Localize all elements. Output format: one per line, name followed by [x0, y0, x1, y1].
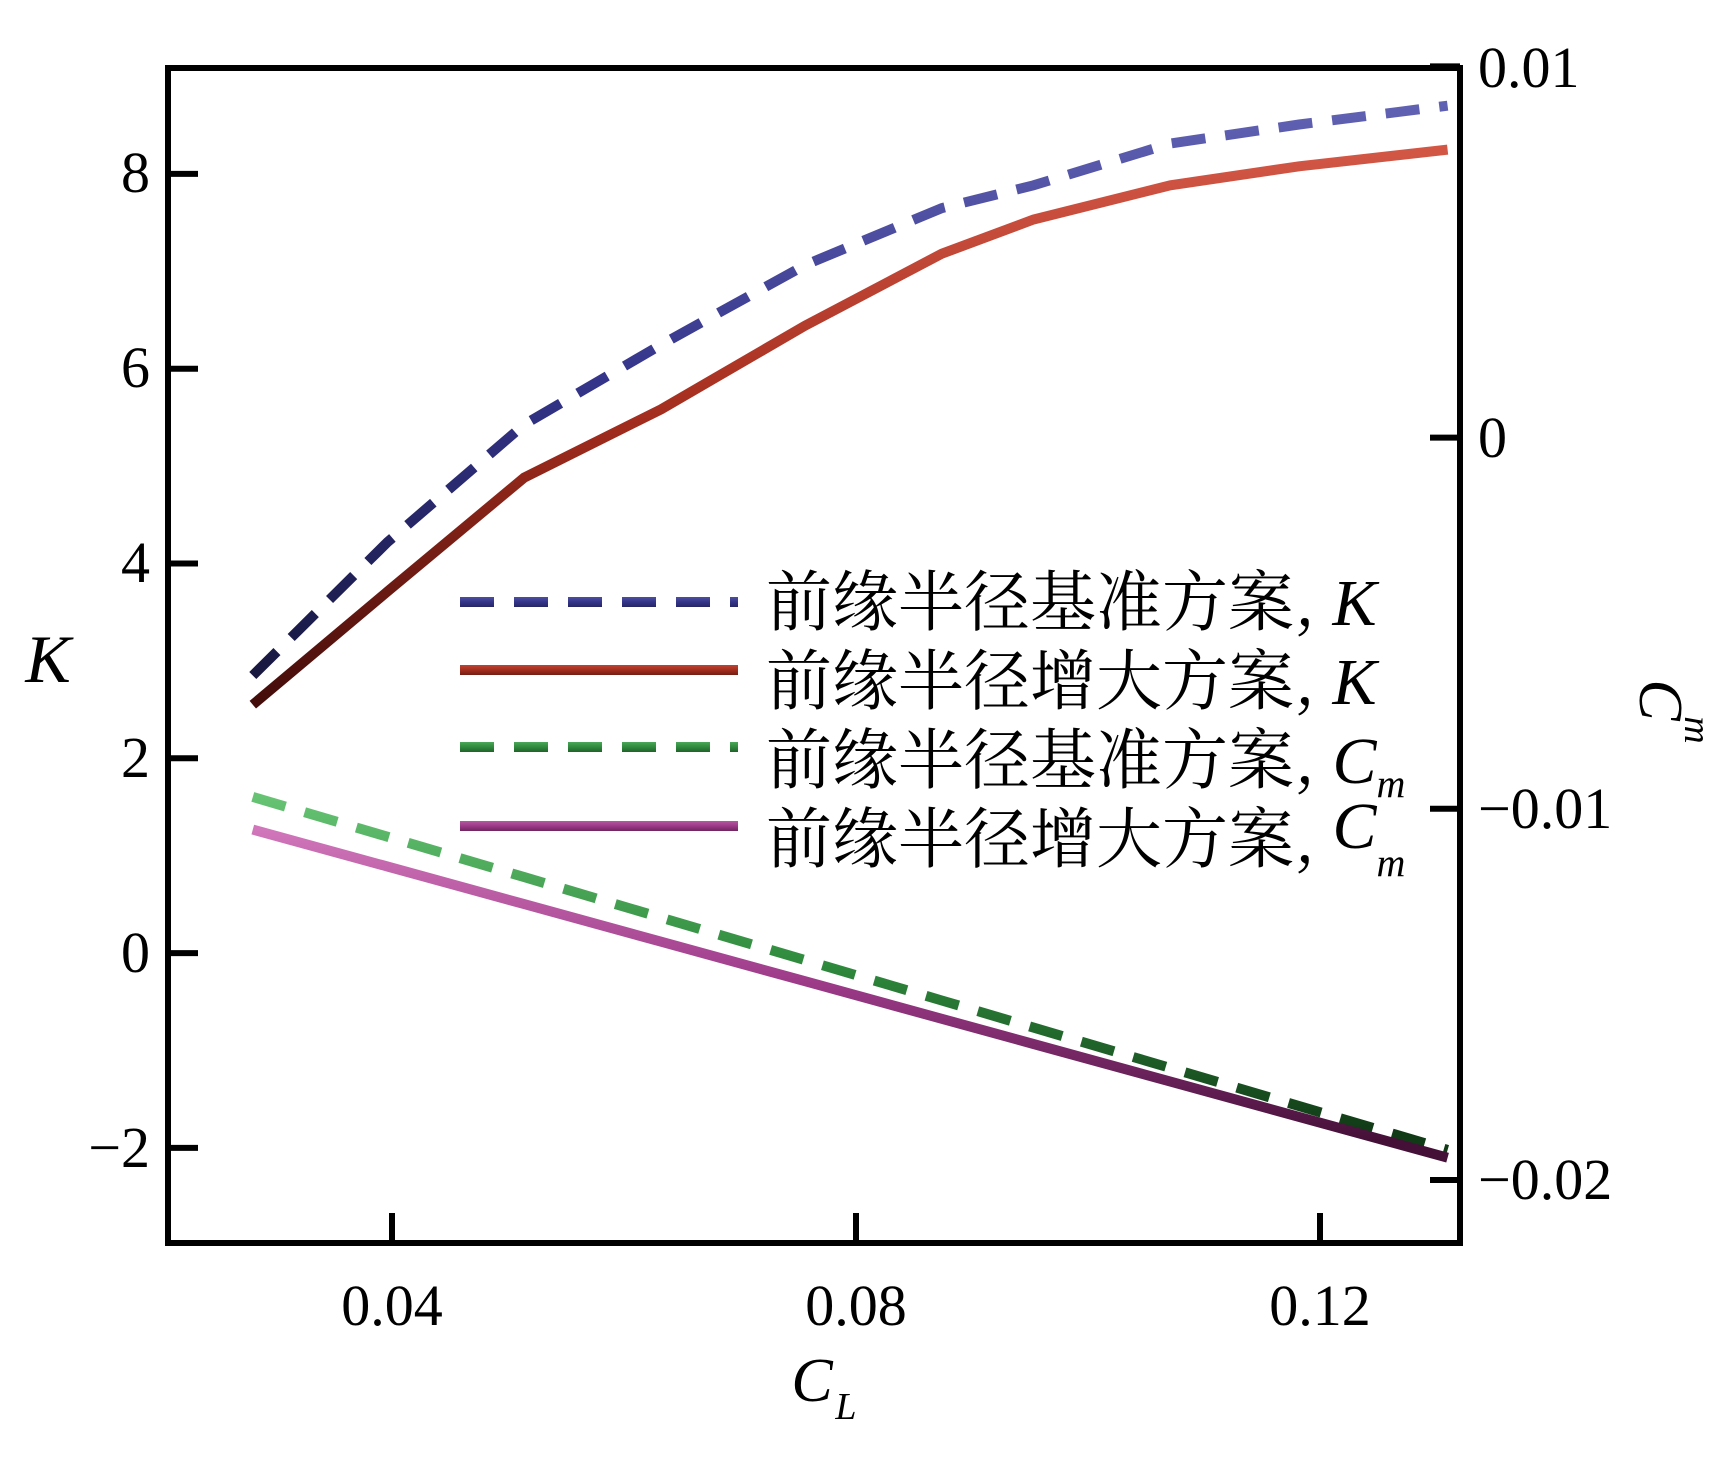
svg-text:K: K: [24, 621, 74, 697]
svg-text:2: 2: [121, 725, 150, 790]
svg-text:0: 0: [121, 920, 150, 985]
svg-text:C: C: [791, 1347, 833, 1415]
svg-text:6: 6: [121, 335, 150, 400]
svg-text:0.12: 0.12: [1269, 1273, 1371, 1338]
svg-text:C: C: [1626, 679, 1694, 721]
svg-text:0.04: 0.04: [341, 1273, 443, 1338]
svg-text:前缘半径增大方案, Cm: 前缘半径增大方案, Cm: [766, 786, 1405, 885]
svg-text:−0.01: −0.01: [1478, 776, 1612, 841]
svg-text:m: m: [1676, 716, 1712, 743]
svg-text:0.08: 0.08: [805, 1273, 907, 1338]
svg-text:0: 0: [1478, 405, 1507, 470]
svg-text:L: L: [834, 1386, 856, 1428]
svg-text:0.01: 0.01: [1478, 35, 1580, 100]
svg-text:−2: −2: [88, 1115, 150, 1180]
svg-text:−0.02: −0.02: [1478, 1147, 1612, 1212]
svg-text:8: 8: [121, 140, 150, 205]
svg-text:4: 4: [121, 530, 150, 595]
